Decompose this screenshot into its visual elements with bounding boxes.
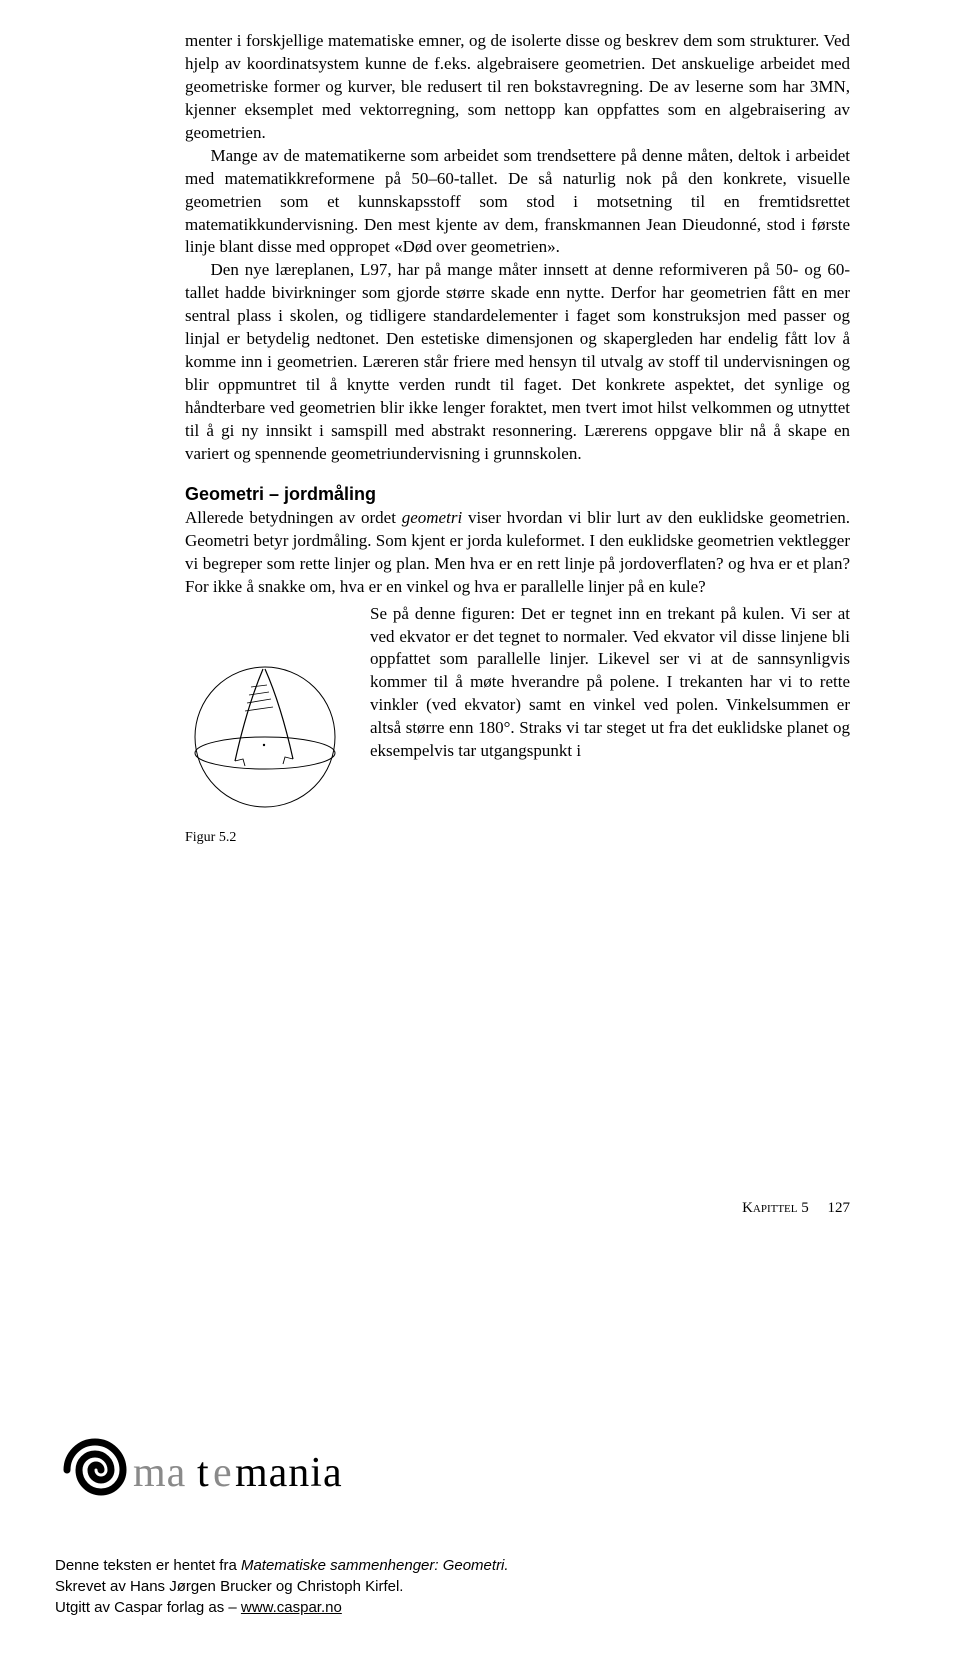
credit3a: Utgitt av Caspar forlag as – [55,1599,241,1616]
intro-a: Allerede betydningen av ordet [185,508,402,527]
svg-text:e: e [213,1450,232,1496]
p3-text: Den nye læreplanen, L97, har på mange må… [185,259,850,465]
page-number: 127 [828,1200,851,1216]
svg-text:mania: mania [235,1450,343,1496]
figure-5-2: Figur 5.2 [185,657,360,846]
paragraph-1: menter i forskjellige matematiske emner,… [185,30,850,466]
credits-block: Denne teksten er hentet fra Matematiske … [55,1555,509,1618]
matemania-logo: ma t e mania [55,1430,415,1515]
chapter-number: 5 [801,1200,809,1216]
kapittel-label: Kapittel [742,1200,797,1216]
credit1-italic: Matematiske sammenhenger: Geometri. [241,1557,509,1574]
figure-right-column: Se på denne figuren: Det er tegnet inn e… [370,603,850,764]
p2-text: Mange av de matematikerne som arbeidet s… [185,145,850,260]
svg-text:t: t [197,1450,209,1496]
section2-intro: Allerede betydningen av ordet geometri v… [185,507,850,599]
caspar-link[interactable]: www.caspar.no [241,1599,342,1616]
figure-caption: Figur 5.2 [185,830,360,846]
svg-text:ma: ma [133,1450,186,1496]
page-footer: Kapittel 5 127 [742,1200,850,1217]
page-body: menter i forskjellige matematiske emner,… [0,0,960,846]
figure-text-wrap: Figur 5.2 Se på denne figuren: Det er te… [185,603,850,846]
sphere-triangle-icon [185,657,345,817]
logo-svg: ma t e mania [55,1430,415,1510]
credit-line-1: Denne teksten er hentet fra Matematiske … [55,1555,509,1576]
credit-line-2: Skrevet av Hans Jørgen Brucker og Christ… [55,1576,509,1597]
credit1a: Denne teksten er hentet fra [55,1557,241,1574]
section-heading-geometri: Geometri – jordmåling [185,484,850,505]
credit-line-3: Utgitt av Caspar forlag as – www.caspar.… [55,1597,509,1618]
p1-text: menter i forskjellige matematiske emner,… [185,31,850,142]
right-p1: Se på denne figuren: [370,604,515,623]
intro-italic: geometri [402,508,462,527]
